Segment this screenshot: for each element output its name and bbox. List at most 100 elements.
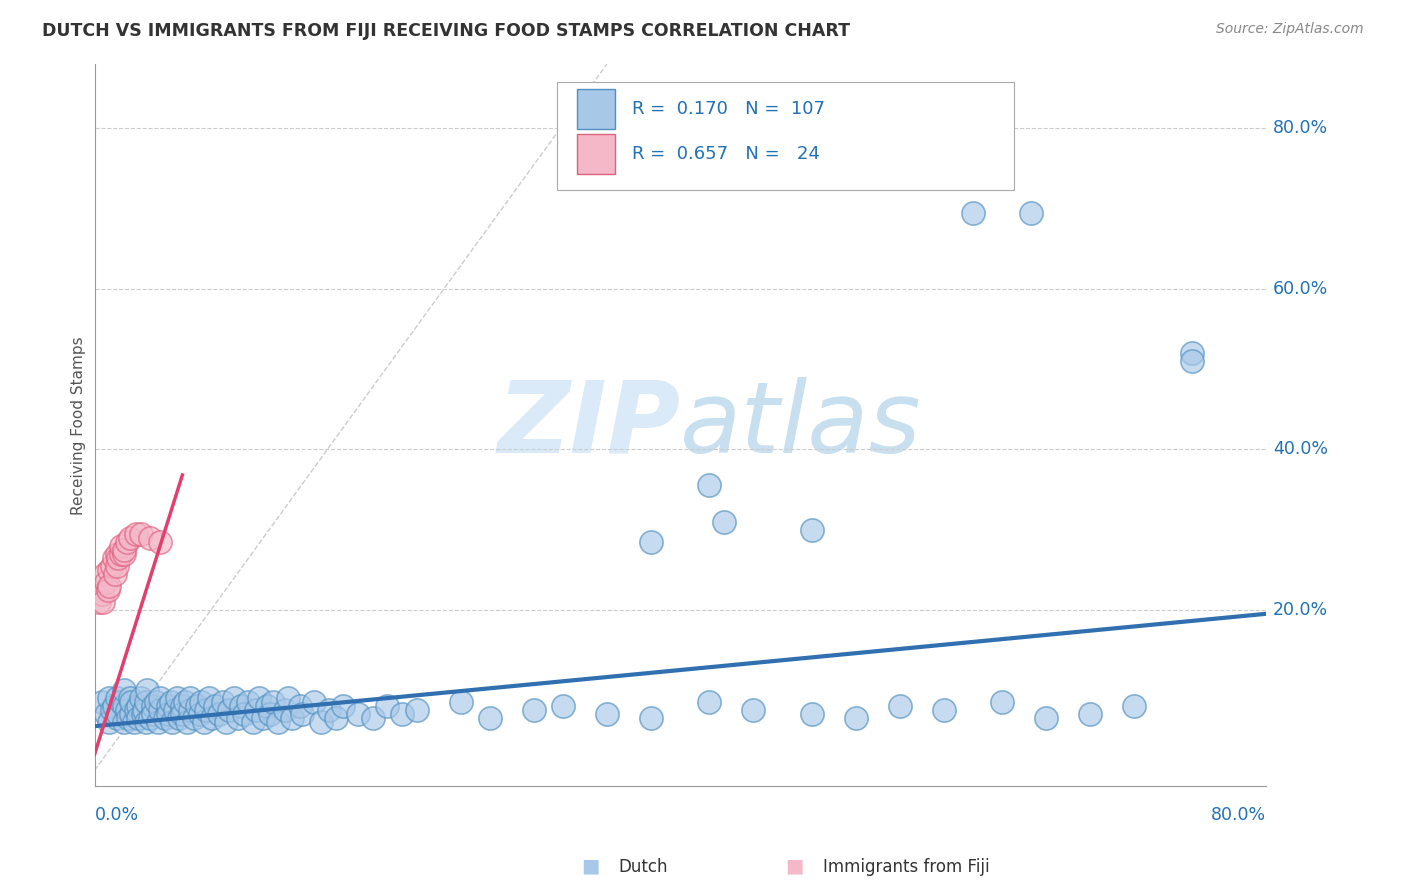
Point (101, 703, 124, 717)
Point (252, 711, 274, 725)
Point (742, 703, 765, 717)
FancyBboxPatch shape (557, 82, 1014, 191)
Point (166, 691, 188, 706)
Text: Source: ZipAtlas.com: Source: ZipAtlas.com (1216, 22, 1364, 37)
Point (96, 707, 118, 722)
Point (105, 711, 128, 725)
Text: R =  0.170   N =  107: R = 0.170 N = 107 (633, 100, 825, 118)
Point (266, 715, 288, 730)
Point (107, 550, 129, 565)
Point (596, 707, 619, 722)
Point (149, 534, 172, 549)
Text: DUTCH VS IMMIGRANTS FROM FIJI RECEIVING FOOD STAMPS CORRELATION CHART: DUTCH VS IMMIGRANTS FROM FIJI RECEIVING … (42, 22, 851, 40)
Point (218, 703, 240, 717)
Text: atlas: atlas (681, 376, 922, 474)
Point (98, 579, 121, 593)
Point (134, 703, 156, 717)
Point (311, 715, 333, 730)
Point (1181, 354, 1204, 368)
Point (112, 683, 135, 698)
Point (259, 707, 281, 722)
Point (183, 711, 205, 725)
Point (523, 703, 546, 717)
Point (112, 542, 135, 557)
Point (247, 691, 270, 706)
Point (318, 703, 340, 717)
Point (127, 711, 149, 725)
Point (991, 695, 1014, 709)
Point (172, 699, 194, 714)
Point (112, 547, 135, 561)
Point (104, 566, 127, 581)
Point (105, 547, 128, 561)
Bar (576, 89, 614, 128)
Point (256, 699, 278, 714)
Point (174, 695, 197, 709)
Point (98, 715, 121, 730)
Point (188, 707, 211, 722)
Point (262, 695, 284, 709)
Point (120, 707, 142, 722)
Point (208, 707, 231, 722)
Text: ■: ■ (785, 857, 804, 876)
Point (139, 711, 162, 725)
Point (1122, 699, 1144, 714)
Point (110, 539, 132, 553)
Text: Immigrants from Fiji: Immigrants from Fiji (823, 858, 990, 876)
Point (713, 515, 735, 529)
Point (962, 205, 984, 219)
Point (117, 711, 139, 725)
Point (90, 695, 112, 709)
Point (405, 703, 427, 717)
Point (131, 691, 153, 706)
Point (242, 715, 264, 730)
Point (160, 715, 183, 730)
Point (110, 547, 132, 561)
Point (122, 715, 145, 730)
Point (212, 695, 235, 709)
Point (640, 711, 662, 725)
Point (105, 558, 128, 573)
Point (149, 703, 172, 717)
Point (136, 683, 159, 698)
Text: ZIP: ZIP (498, 376, 681, 474)
Point (1078, 707, 1101, 722)
Text: ■: ■ (581, 857, 600, 876)
Point (101, 558, 124, 573)
Point (94, 566, 117, 581)
Point (98, 691, 121, 706)
Point (551, 699, 574, 714)
Point (347, 707, 370, 722)
Point (124, 526, 146, 541)
Point (478, 711, 501, 725)
Text: Dutch: Dutch (619, 858, 668, 876)
Text: 0.0%: 0.0% (94, 806, 139, 824)
Point (142, 699, 165, 714)
Point (97, 582, 120, 597)
Point (98, 563, 121, 577)
Point (156, 707, 179, 722)
Point (325, 711, 347, 725)
Point (800, 707, 823, 722)
Point (156, 699, 179, 714)
Point (115, 534, 138, 549)
Point (159, 695, 181, 709)
Point (640, 534, 662, 549)
Point (90, 587, 112, 601)
Point (149, 691, 172, 706)
Point (238, 695, 260, 709)
Point (186, 699, 208, 714)
Point (112, 699, 135, 714)
Point (145, 695, 167, 709)
Point (375, 699, 398, 714)
Point (932, 703, 955, 717)
Point (889, 699, 911, 714)
Point (277, 691, 299, 706)
Point (291, 707, 314, 722)
Y-axis label: Receiving Food Stamps: Receiving Food Stamps (72, 336, 86, 515)
Text: 80.0%: 80.0% (1211, 806, 1265, 824)
Point (699, 695, 721, 709)
Point (391, 707, 413, 722)
Point (135, 715, 157, 730)
Point (1021, 205, 1043, 219)
